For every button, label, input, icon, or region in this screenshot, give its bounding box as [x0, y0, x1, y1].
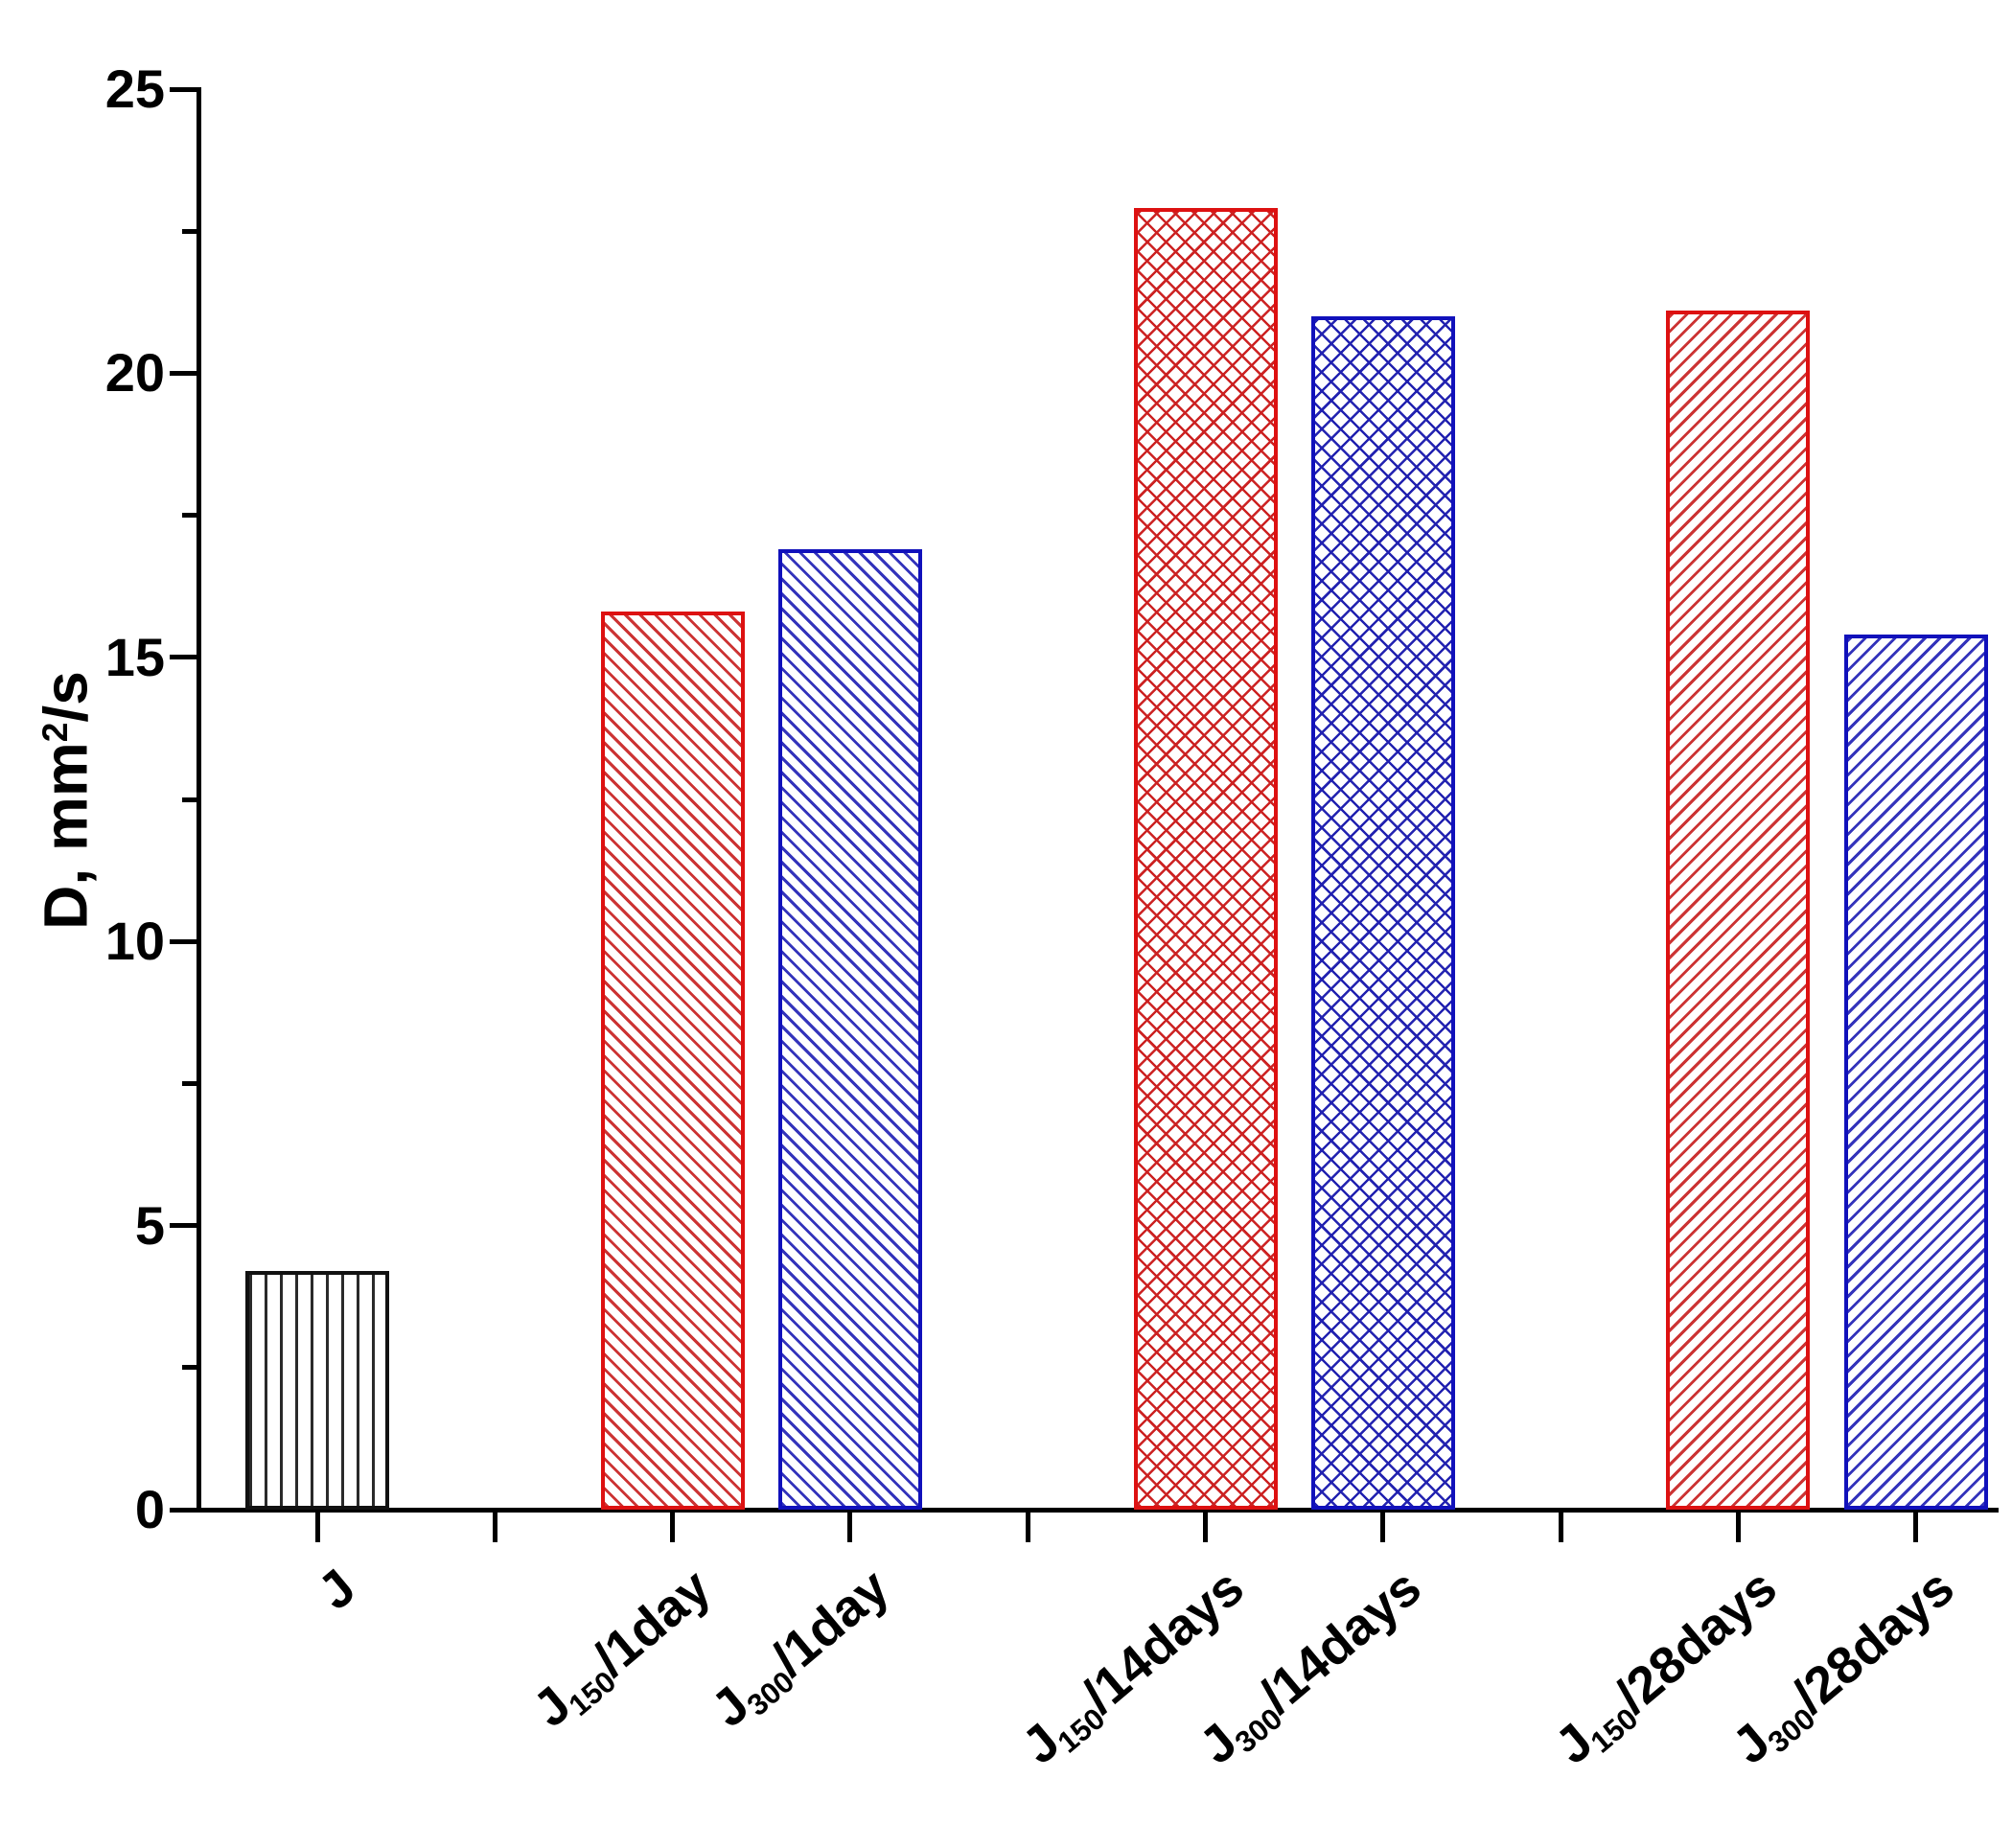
x-tick-slot-4 [1025, 1512, 1030, 1542]
y-tick-label-5: 5 [134, 1194, 165, 1256]
y-axis-line [197, 87, 201, 1513]
y-tick-label-15: 15 [104, 626, 165, 687]
y-axis-title: D, mm2/s [20, 465, 100, 1136]
x-label-rest: /28days [1782, 1558, 1965, 1725]
bar-J300-28days [1843, 635, 1988, 1510]
y-minor-tick-17.5 [182, 513, 198, 519]
x-category-label-J: J [307, 1558, 367, 1622]
bar-J150-28days [1666, 311, 1811, 1510]
y-minor-tick-22.5 [182, 228, 198, 234]
x-category-label-J150-1day: J150/1day [522, 1558, 725, 1742]
y-minor-tick-12.5 [182, 797, 198, 802]
y-major-tick-5 [170, 1223, 198, 1229]
x-tick-slot-6 [1380, 1512, 1386, 1542]
y-minor-tick-2.5 [182, 1365, 198, 1371]
y-tick-label-10: 10 [104, 911, 165, 972]
y-tick-label-25: 25 [104, 58, 165, 119]
x-tick-slot-0 [314, 1512, 320, 1542]
x-label-rest: /1day [760, 1558, 900, 1688]
x-label-main: J [307, 1558, 367, 1622]
x-label-rest: /14days [1249, 1558, 1433, 1725]
bar-J300-14days [1310, 316, 1455, 1510]
x-tick-slot-9 [1913, 1512, 1919, 1542]
bar-J150-1day [600, 612, 745, 1510]
x-tick-slot-7 [1558, 1512, 1563, 1542]
x-axis-line [197, 1508, 1999, 1513]
bar-J [245, 1271, 389, 1510]
y-tick-label-0: 0 [134, 1479, 165, 1539]
bar-J150-14days [1133, 208, 1278, 1510]
bar-J300-1day [777, 549, 922, 1510]
y-major-tick-0 [170, 1507, 198, 1513]
x-label-rest: /1day [583, 1558, 722, 1688]
x-tick-slot-1 [492, 1512, 497, 1542]
x-tick-slot-3 [847, 1512, 853, 1542]
x-category-label-J300-1day: J300/1day [700, 1558, 902, 1742]
y-axis-title-prefix: D, mm [31, 742, 101, 930]
y-major-tick-20 [170, 370, 198, 376]
x-tick-slot-5 [1203, 1512, 1208, 1542]
y-axis-title-superscript: 2 [35, 722, 75, 743]
y-major-tick-15 [170, 655, 198, 660]
y-major-tick-10 [170, 938, 198, 944]
y-minor-tick-7.5 [182, 1080, 198, 1086]
y-major-tick-25 [170, 86, 198, 92]
x-tick-slot-8 [1735, 1512, 1741, 1542]
x-tick-slot-2 [670, 1512, 676, 1542]
y-tick-label-20: 20 [104, 342, 165, 404]
